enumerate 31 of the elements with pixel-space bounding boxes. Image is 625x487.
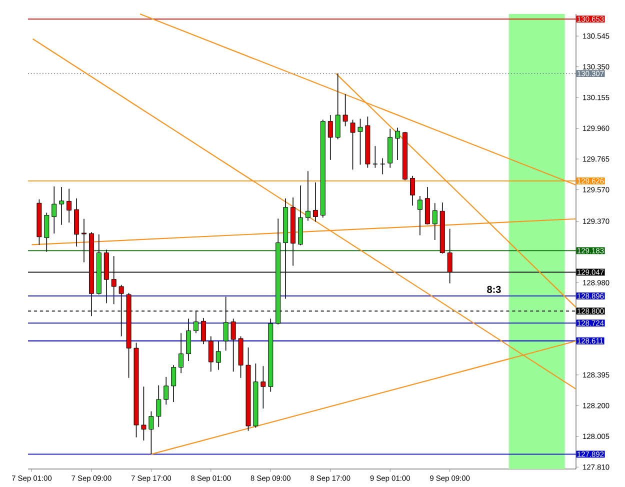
candlestick — [312, 182, 318, 222]
candlestick — [66, 188, 72, 223]
candlestick — [186, 318, 192, 362]
candlestick — [305, 170, 310, 222]
candlestick — [148, 410, 154, 455]
candlestick — [230, 318, 236, 372]
candlestick — [141, 386, 146, 441]
candlestick — [410, 175, 415, 206]
candlestick — [216, 340, 221, 370]
candlestick — [208, 336, 214, 372]
candlestick — [417, 196, 422, 236]
candlestick — [164, 376, 169, 405]
candlestick — [171, 364, 176, 402]
candlestick — [82, 218, 86, 263]
candlestick — [44, 212, 50, 252]
candlestick — [328, 114, 333, 160]
candlestick — [372, 146, 378, 168]
candlestick — [260, 366, 266, 409]
candlestick — [380, 158, 386, 175]
candlestick — [395, 127, 400, 160]
candlestick — [200, 318, 206, 345]
candlestick — [59, 186, 64, 226]
candlestick — [178, 332, 184, 374]
candlestick — [342, 94, 348, 127]
candlestick — [350, 119, 356, 170]
candlestick — [52, 186, 57, 234]
candlestick — [335, 73, 340, 140]
candlestick — [432, 202, 438, 240]
annotation: 8:3 — [487, 286, 501, 293]
candlestick — [358, 118, 363, 166]
candlestick — [156, 384, 162, 428]
